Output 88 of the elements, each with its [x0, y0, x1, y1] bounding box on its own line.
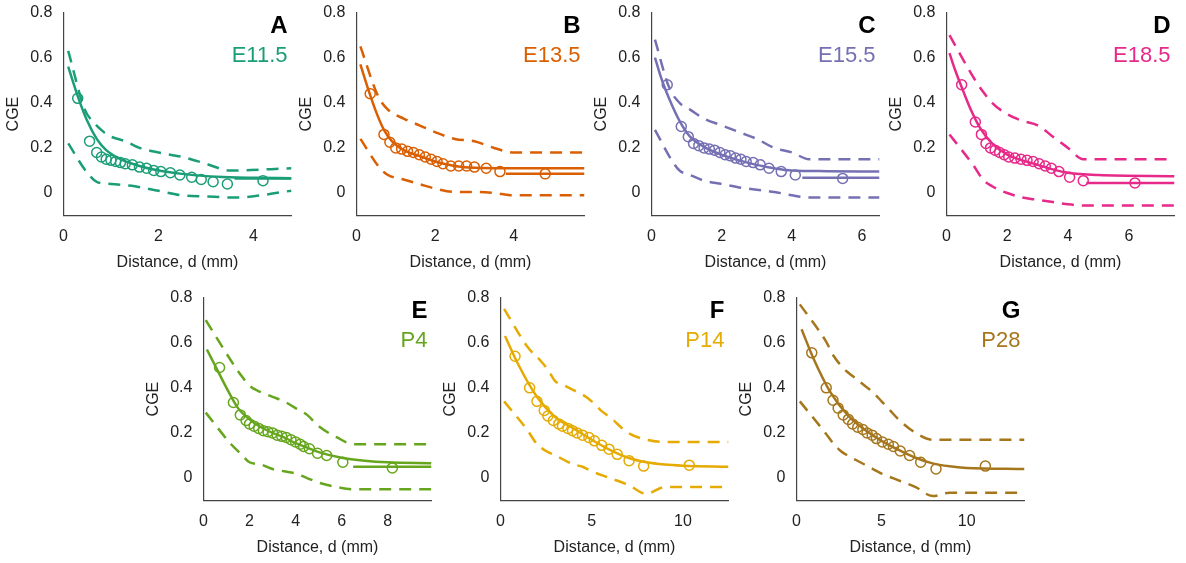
y-axis-title: CGE [887, 96, 905, 132]
y-tick-label: 0 [183, 468, 193, 486]
x-tick-label: 4 [291, 511, 301, 529]
y-tick-label: 0.8 [763, 288, 786, 306]
x-tick-label: 4 [249, 226, 259, 244]
y-tick-label: 0.8 [30, 3, 53, 21]
y-tick-label: 0.4 [170, 378, 193, 396]
chart-title: F [709, 296, 725, 324]
x-axis-title: Distance, d (mm) [256, 537, 379, 555]
y-tick-label: 0.6 [467, 333, 490, 351]
y-tick-label: 0 [480, 468, 490, 486]
x-axis-title: Distance, d (mm) [849, 537, 972, 555]
y-tick-label: 0.8 [913, 3, 936, 21]
text: E15.5 [818, 41, 876, 67]
x-tick-label: 2 [430, 226, 440, 244]
y-tick-label: 0 [336, 183, 346, 201]
x-tick-label: 2 [245, 511, 255, 529]
x-tick-label: 8 [383, 511, 393, 529]
y-tick-label: 0.4 [30, 93, 53, 111]
y-tick-label: 0.8 [170, 288, 193, 306]
x-axis-title: Distance, d (mm) [116, 252, 239, 270]
chart-title: C [858, 11, 876, 39]
y-axis-title: CGE [144, 381, 162, 417]
x-tick-label: 2 [717, 226, 727, 244]
y-axis-title: CGE [4, 96, 22, 132]
y-tick-label: 0.2 [323, 138, 346, 156]
chart-title: A [270, 11, 288, 39]
text: P14 [685, 326, 725, 352]
chart-title: E [411, 296, 428, 324]
text: E11.5 [231, 41, 288, 67]
y-tick-label: 0.6 [913, 48, 936, 66]
y-tick-label: 0.2 [913, 138, 936, 156]
text: E18.5 [1113, 41, 1171, 67]
y-tick-label: 0.2 [30, 138, 53, 156]
x-tick-label: 4 [509, 226, 519, 244]
x-axis-title: Distance, d (mm) [409, 252, 532, 270]
y-tick-label: 0.2 [170, 423, 193, 441]
x-tick-label: 4 [1063, 226, 1073, 244]
chart-title: D [1153, 11, 1171, 39]
y-tick-label: 0 [43, 183, 53, 201]
y-tick-label: 0.6 [30, 48, 53, 66]
y-tick-label: 0.2 [763, 423, 786, 441]
y-axis-title: CGE [592, 96, 610, 132]
y-tick-label: 0.6 [170, 333, 193, 351]
y-tick-label: 0.4 [618, 93, 641, 111]
x-tick-label: 6 [337, 511, 347, 529]
x-tick-label: 2 [1002, 226, 1012, 244]
y-tick-label: 0.2 [618, 138, 641, 156]
y-tick-label: 0.4 [913, 93, 936, 111]
y-axis-title: CGE [737, 381, 755, 417]
chart-title: G [1001, 296, 1021, 324]
y-tick-label: 0.4 [467, 378, 490, 396]
x-axis-title: Distance, d (mm) [704, 252, 827, 270]
x-tick-label: 0 [198, 511, 208, 529]
x-tick-label: 0 [351, 226, 361, 244]
y-tick-label: 0 [776, 468, 786, 486]
x-axis-title: Distance, d (mm) [999, 252, 1122, 270]
x-axis-title: Distance, d (mm) [553, 537, 676, 555]
text: P4 [400, 326, 428, 352]
y-tick-label: 0.8 [467, 288, 490, 306]
x-tick-label: 5 [877, 511, 887, 529]
y-axis-title: CGE [441, 381, 459, 417]
text: E13.5 [523, 41, 581, 67]
x-tick-label: 2 [154, 226, 164, 244]
y-tick-label: 0.4 [323, 93, 346, 111]
y-tick-label: 0.6 [763, 333, 786, 351]
y-tick-label: 0.4 [763, 378, 786, 396]
x-tick-label: 6 [1124, 226, 1134, 244]
x-tick-label: 5 [587, 511, 597, 529]
x-tick-label: 10 [673, 511, 692, 529]
x-tick-label: 0 [58, 226, 68, 244]
x-tick-label: 10 [957, 511, 976, 529]
x-tick-label: 0 [791, 511, 801, 529]
y-tick-label: 0 [926, 183, 936, 201]
chart-title: B [563, 11, 581, 39]
x-tick-label: 0 [495, 511, 505, 529]
text: P28 [981, 326, 1021, 352]
x-tick-label: 6 [857, 226, 867, 244]
y-tick-label: 0.8 [618, 3, 641, 21]
x-tick-label: 0 [941, 226, 951, 244]
y-tick-label: 0.2 [467, 423, 490, 441]
y-tick-label: 0.6 [618, 48, 641, 66]
y-axis-title: CGE [297, 96, 315, 132]
x-tick-label: 0 [646, 226, 656, 244]
y-tick-label: 0 [631, 183, 641, 201]
y-tick-label: 0.8 [323, 3, 346, 21]
x-tick-label: 4 [787, 226, 797, 244]
y-tick-label: 0.6 [323, 48, 346, 66]
